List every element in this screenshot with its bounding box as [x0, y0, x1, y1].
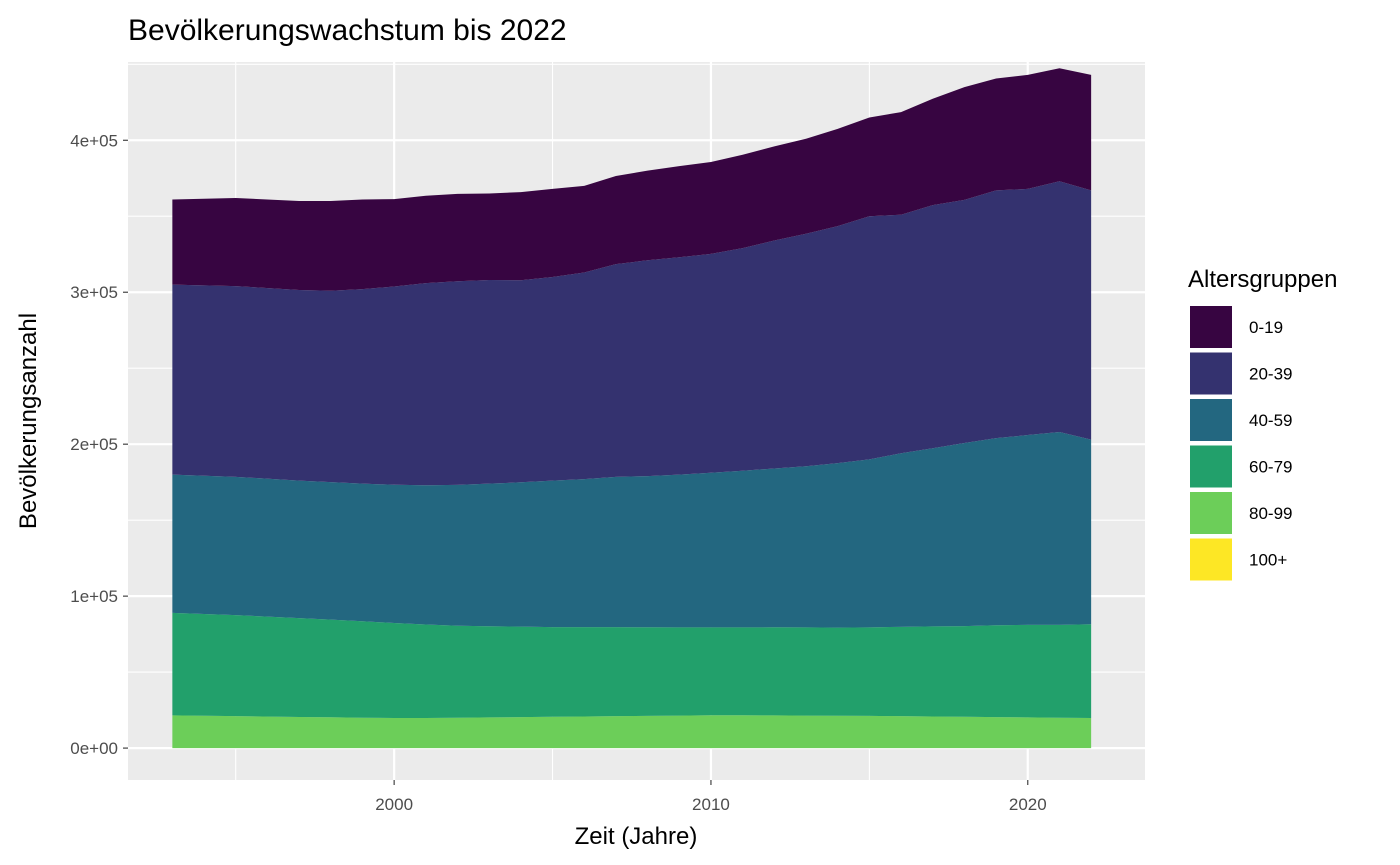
legend-title: Altersgruppen [1188, 266, 1337, 293]
legend-swatch [1190, 538, 1232, 581]
x-axis-title: Zeit (Jahre) [575, 823, 698, 850]
area-0-19 [172, 68, 1092, 291]
y-tick-label: 3e+05 [70, 283, 118, 302]
area-20-39 [172, 181, 1092, 486]
area-80-99 [172, 715, 1092, 749]
legend: Altersgruppen 0-19 20-39 40-59 60-79 80-99 10… [1188, 266, 1337, 583]
legend-label: 0-19 [1249, 318, 1283, 337]
x-tick-label: 2010 [692, 795, 730, 814]
legend-swatch [1190, 445, 1232, 488]
legend-label: 60-79 [1249, 458, 1292, 477]
area-60-79 [172, 612, 1092, 718]
y-axis-title: Bevölkerungsanzahl [15, 313, 42, 529]
y-tick-label: 0e+00 [70, 739, 118, 758]
y-tick-label: 2e+05 [70, 435, 118, 454]
x-axis: 2000 2010 2020 [375, 780, 1047, 814]
legend-swatch [1190, 306, 1232, 348]
legend-label: 20-39 [1249, 365, 1292, 384]
legend-swatch [1190, 399, 1232, 441]
y-axis: 0e+00 1e+05 2e+05 3e+05 4e+05 [70, 131, 128, 758]
y-tick-label: 1e+05 [70, 587, 118, 606]
x-tick-label: 2000 [375, 795, 413, 814]
legend-swatch [1190, 352, 1232, 395]
y-tick-label: 4e+05 [70, 131, 118, 150]
chart-title: Bevölkerungswachstum bis 2022 [128, 14, 567, 47]
area-series [172, 68, 1092, 749]
x-tick-label: 2020 [1009, 795, 1047, 814]
area-40-59 [172, 432, 1092, 628]
legend-label: 80-99 [1249, 504, 1292, 523]
legend-swatch [1190, 492, 1232, 534]
legend-label: 40-59 [1249, 411, 1292, 430]
legend-label: 100+ [1249, 551, 1287, 570]
